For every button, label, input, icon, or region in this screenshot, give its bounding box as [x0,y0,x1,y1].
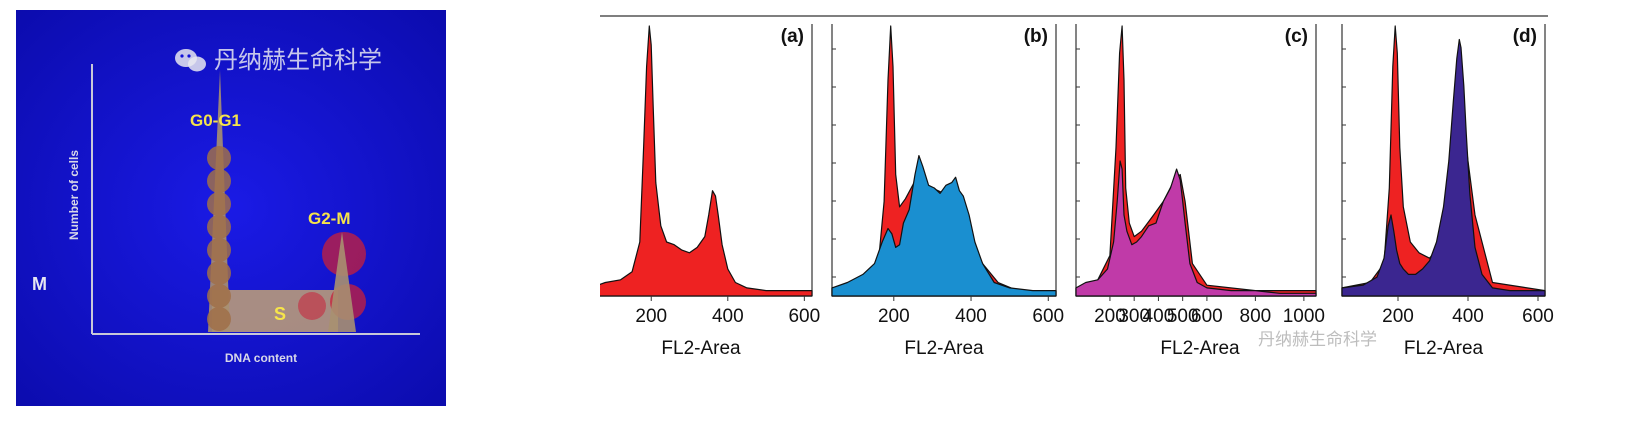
x-axis-title: FL2-Area [1404,338,1484,359]
x-tick-label: 200 [1094,306,1126,327]
x-tick-label: 400 [712,306,744,327]
panel-label: (b) [1024,26,1048,47]
series-area-2 [1341,38,1546,297]
s-phase-circle [298,292,326,320]
x-axis-label: DNA content [225,351,297,365]
histogram-panel-a: 200 400 600 (a) FL2-Area [600,24,820,359]
x-tick-label: 800 [1240,306,1272,327]
x-tick-label: 400 [1143,306,1175,327]
x-tick-label: 200 [635,306,667,327]
x-tick-label: 500 [1167,306,1199,327]
diagram-vignette [16,10,446,406]
series-area-2 [1075,160,1317,297]
series-area-1 [1075,25,1317,297]
x-tick-label: 600 [1522,306,1554,327]
series-area-2 [831,155,1057,297]
x-axis-title: FL2-Area [661,338,741,359]
x-tick-label: 600 [788,306,820,327]
histogram-panels: 200 400 600 (a) FL2-Area 200 400 600 (b) FL2-Area… [600,15,1554,359]
x-tick-label: 200 [878,306,910,327]
cell-cycle-diagram: 丹纳赫生命科学 Number of cells DNA content M G0… [16,10,446,406]
g0g1-beads [207,146,231,331]
x-axis-title: FL2-Area [904,338,984,359]
x-tick-label: 400 [955,306,987,327]
g2m-peak [328,232,356,332]
y-axis-label: Number of cells [67,150,81,240]
label-g2m: G2-M [308,209,351,228]
x-tick-label: 600 [1191,306,1223,327]
watermark-text: 丹纳赫生命科学 [1258,330,1377,349]
side-label-m: M [32,274,47,294]
label-s: S [274,304,286,324]
histogram-panel-b: 200 400 600 (b) FL2-Area [831,24,1064,359]
x-tick-label: 400 [1452,306,1484,327]
wechat-icon [175,49,206,72]
panel-label: (d) [1513,26,1537,47]
panel-label: (a) [781,26,804,47]
x-tick-label: 200 [1382,306,1414,327]
series-area-1 [600,25,813,297]
x-axis-title: FL2-Area [1160,338,1240,359]
histogram-panel-d: 200 400 600 (d) FL2-Area [1341,24,1554,359]
x-tick-label: 600 [1032,306,1064,327]
panel-label: (c) [1285,26,1308,47]
watermark-text: 丹纳赫生命科学 [214,47,382,74]
label-g0g1: G0-G1 [190,111,241,130]
x-tick-label: 1000 [1283,306,1325,327]
x-tick-label: 300 [1118,306,1150,327]
